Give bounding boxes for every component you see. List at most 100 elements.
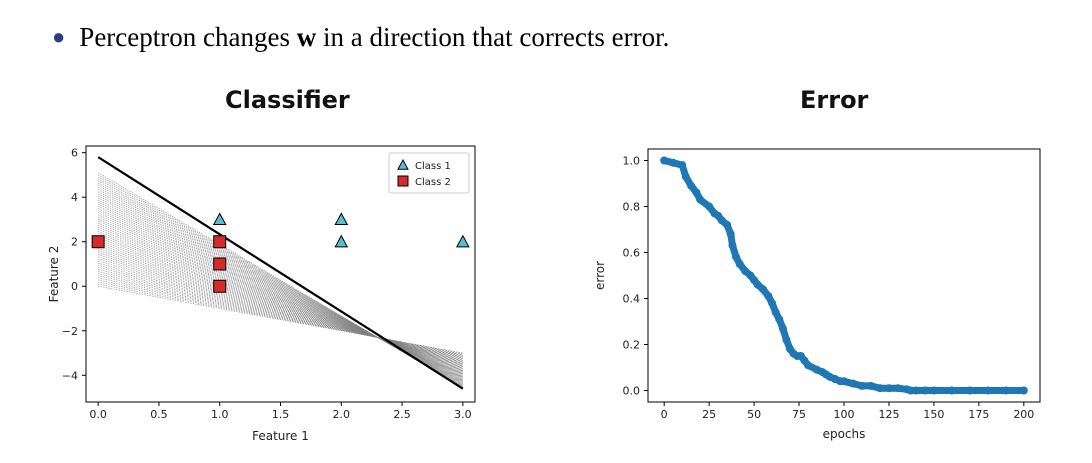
x-tick-label: 200 <box>1013 408 1034 421</box>
y-tick-label: 0.0 <box>623 385 641 398</box>
error-point <box>782 335 791 344</box>
history-line <box>98 208 463 378</box>
error-point <box>947 386 956 395</box>
error-point <box>840 377 848 386</box>
legend-class2-icon <box>397 175 409 187</box>
classifier-title: Classifier <box>225 86 350 114</box>
error-title: Error <box>800 86 869 114</box>
history-line <box>98 262 463 361</box>
error-point <box>678 161 687 170</box>
class2-point <box>213 257 227 271</box>
history-line <box>98 233 463 370</box>
y-axis-label: error <box>593 261 607 290</box>
x-tick-label: 150 <box>923 408 944 421</box>
class2-point <box>213 235 227 249</box>
x-tick-label: 75 <box>792 408 806 421</box>
history-line <box>98 237 463 369</box>
history-line <box>98 220 463 374</box>
x-tick-label: 175 <box>968 408 989 421</box>
error-point <box>866 381 875 390</box>
error-point <box>717 216 726 225</box>
legend-box <box>388 152 470 194</box>
error-point <box>965 386 974 395</box>
history-line <box>98 248 463 365</box>
error-point <box>732 253 741 262</box>
x-tick-label: 3.0 <box>454 408 472 421</box>
error-point <box>804 361 813 370</box>
error-point <box>857 381 866 390</box>
history-line <box>98 224 463 372</box>
error-point <box>764 292 773 301</box>
history-line <box>98 254 463 363</box>
y-tick-label: 1.0 <box>623 155 641 168</box>
x-tick-label: 1.0 <box>211 408 229 421</box>
error-point <box>735 260 744 268</box>
y-tick-label: 0 <box>71 280 78 293</box>
class2-point <box>213 279 227 293</box>
bullet-dot-icon: ● <box>52 24 66 49</box>
error-point <box>741 266 750 275</box>
error-series-line <box>660 157 1028 394</box>
history-line <box>98 256 463 363</box>
x-tick-label: 0 <box>661 408 668 421</box>
y-tick-label: 0.2 <box>623 339 641 352</box>
history-line <box>98 210 463 377</box>
error-point <box>660 156 669 165</box>
class1-point <box>334 212 349 226</box>
x-axis-label: Feature 1 <box>252 429 309 443</box>
history-line <box>97 172 464 388</box>
class1-point <box>334 234 349 248</box>
y-tick-label: 0.4 <box>623 293 641 306</box>
error-point <box>692 188 701 197</box>
error-point <box>875 384 884 393</box>
history-line <box>98 275 463 357</box>
bullet-bold-w: w <box>296 22 317 52</box>
error-point <box>1019 386 1028 395</box>
x-tick-label: 100 <box>834 408 855 421</box>
history-line <box>98 216 463 375</box>
decision-boundary-line <box>97 156 464 390</box>
error-point <box>687 181 696 190</box>
history-line <box>98 283 463 355</box>
error-point <box>768 299 777 308</box>
history-line <box>98 243 463 367</box>
error-point <box>929 386 938 395</box>
history-line <box>98 214 463 376</box>
history-line <box>97 187 464 384</box>
error-point <box>893 384 902 393</box>
error-point <box>778 324 787 333</box>
history-line <box>98 271 463 358</box>
bullet-suffix: in a direction that corrects error. <box>316 22 670 52</box>
legend-class2-label: Class 2 <box>415 177 451 188</box>
error-point <box>884 384 893 393</box>
error-point <box>983 386 992 395</box>
x-tick-label: 2.0 <box>333 408 351 421</box>
bullet-text: ● Perceptron changes w in a direction tha… <box>52 22 669 53</box>
history-line <box>98 239 463 368</box>
error-point <box>723 220 732 229</box>
error-point <box>705 202 714 211</box>
error-point <box>759 285 768 294</box>
class2-point <box>91 235 105 249</box>
history-line <box>97 197 464 381</box>
error-point <box>1001 386 1010 395</box>
y-tick-label: −2 <box>62 325 78 338</box>
error-plot-frame <box>647 148 1041 403</box>
y-tick-label: 0.8 <box>623 201 641 214</box>
error-point <box>726 230 735 239</box>
x-tick-label: 2.5 <box>393 408 411 421</box>
history-line <box>98 279 463 356</box>
error-point <box>911 386 920 395</box>
error-point <box>920 386 929 395</box>
error-point <box>848 379 857 388</box>
x-tick-label: 0.5 <box>150 408 168 421</box>
history-line <box>98 227 463 372</box>
x-axis-label: epochs <box>823 427 866 441</box>
class1-point <box>212 212 227 226</box>
x-tick-label: 125 <box>878 408 899 421</box>
error-point <box>753 280 762 289</box>
legend-class1-label: Class 1 <box>415 161 451 172</box>
error-point <box>728 241 737 250</box>
class1-point <box>456 234 470 248</box>
history-line <box>98 264 463 360</box>
